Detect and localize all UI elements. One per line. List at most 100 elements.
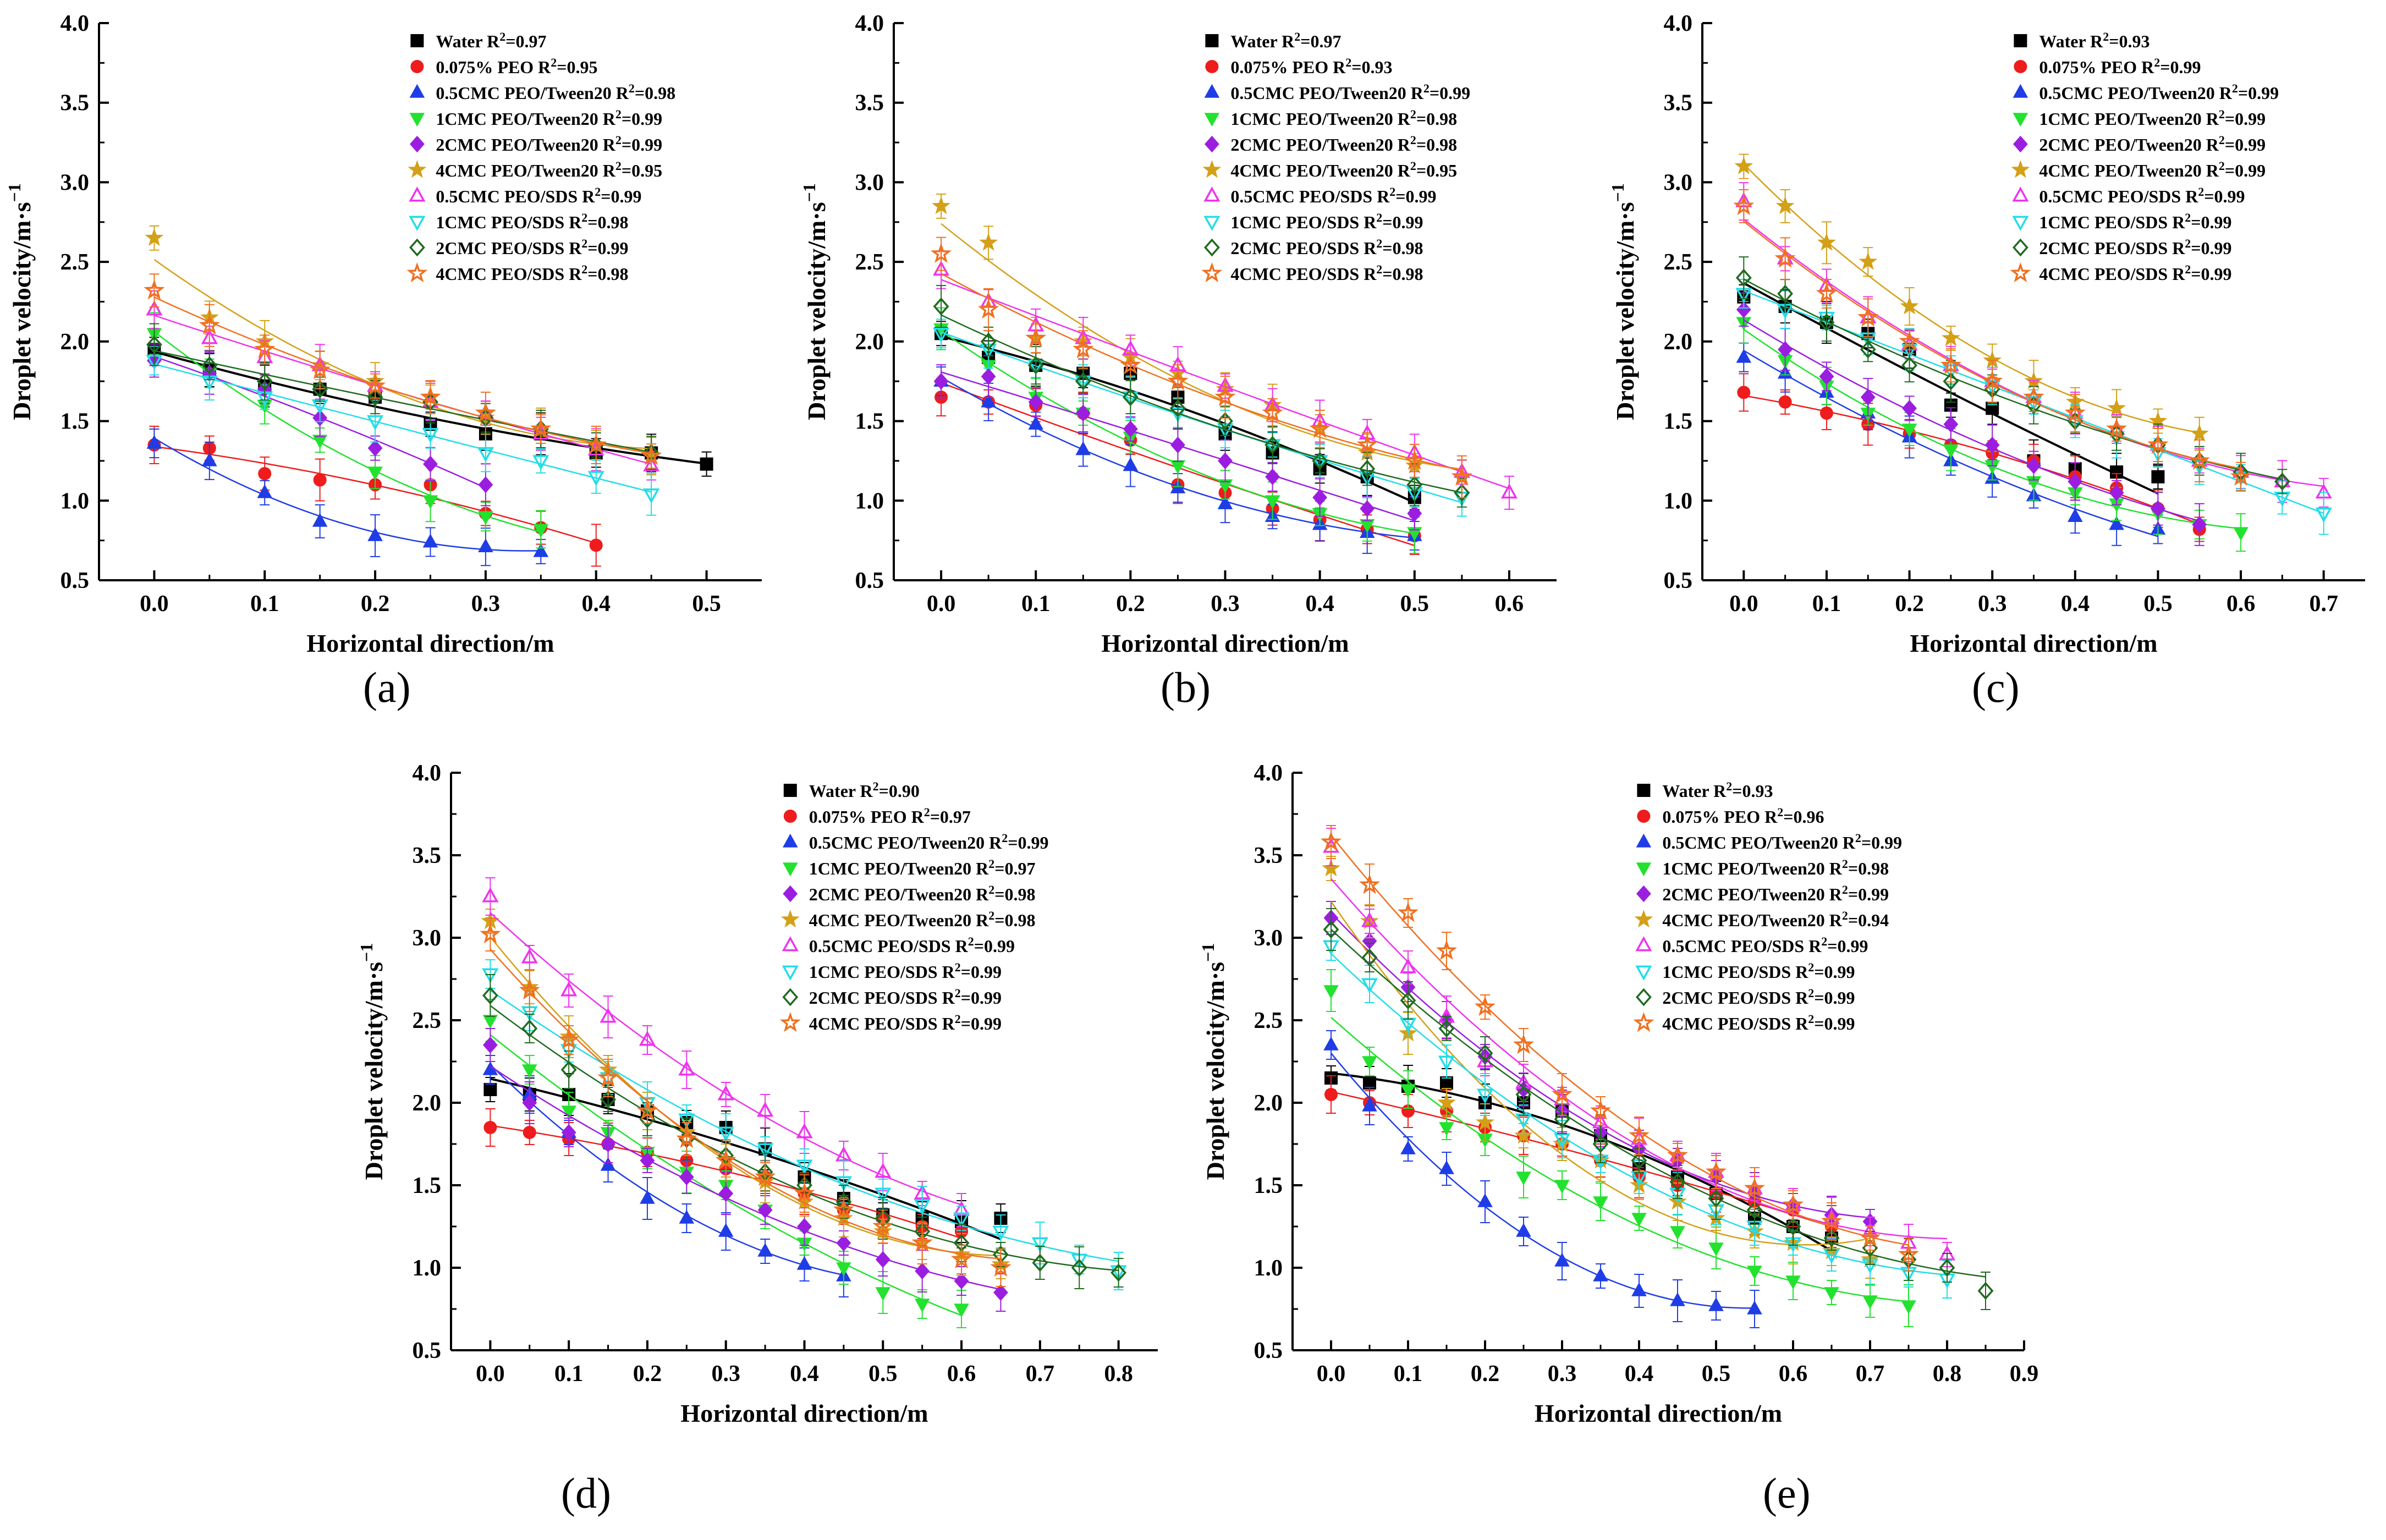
legend-entry: 0.5CMC PEO/Tween20 R2=0.99 (809, 831, 1049, 853)
legend-r2-sup: 2 (955, 1012, 961, 1026)
legend-entry: Water R2=0.93 (1662, 779, 1773, 801)
data-point (1736, 301, 1751, 318)
y-axis-title: Droplet velocity/m·s−1 (1198, 943, 1229, 1180)
y-tick-label: 1.0 (1664, 488, 1693, 514)
data-point (1592, 1135, 1609, 1153)
legend-series-name: 4CMC PEO/SDS R (1662, 1014, 1808, 1033)
data-point (914, 1199, 931, 1214)
legend-series-name: 2CMC PEO/Tween20 R (1662, 884, 1842, 904)
data-point (1170, 436, 1185, 454)
data-point (201, 356, 218, 375)
legend: Water R2=0.900.075% PEO R2=0.970.5CMC PE… (779, 779, 1049, 1033)
legend-marker (780, 910, 800, 928)
legend-entry: 1CMC PEO/SDS R2=0.99 (1230, 211, 1423, 232)
data-point (1516, 1172, 1531, 1186)
legend-r2-value: =0.97 (994, 859, 1035, 878)
data-point (1359, 874, 1380, 894)
legend-series-name: Water R (1662, 781, 1727, 801)
legend-entry: 2CMC PEO/Tween20 R2=0.99 (1662, 883, 1889, 904)
y-tick-label: 0.5 (1664, 568, 1693, 593)
legend-entry: 0.5CMC PEO/SDS R2=0.99 (1662, 934, 1868, 956)
data-point (1169, 399, 1186, 417)
x-tick-label: 0.5 (868, 1361, 898, 1387)
data-point (1400, 991, 1416, 1010)
data-point (1361, 948, 1378, 967)
legend-series-name: 1CMC PEO/Tween20 R (436, 109, 615, 129)
data-point (1943, 372, 1959, 391)
data-point (2109, 516, 2124, 530)
data-point (478, 476, 493, 493)
legend-entry: 2CMC PEO/Tween20 R2=0.98 (1230, 133, 1457, 155)
data-point (1323, 920, 1339, 939)
data-point (1860, 388, 1876, 406)
legend-r2-value: =0.98 (1416, 109, 1457, 129)
legend-marker (1634, 910, 1653, 928)
fit-line (490, 1064, 844, 1276)
legend-r2-sup: 2 (581, 237, 587, 250)
data-point (1778, 395, 1792, 409)
y-tick-label: 3.0 (61, 170, 90, 195)
data-point (993, 1284, 1008, 1301)
legend-r2-sup: 2 (924, 805, 930, 819)
data-point (914, 1299, 930, 1313)
data-point (1363, 1076, 1376, 1090)
y-tick-label: 2.0 (413, 1091, 442, 1116)
panel-label-b: (b) (1161, 663, 1211, 711)
data-point (1407, 505, 1422, 522)
legend-entry: 2CMC PEO/SDS R2=0.99 (2039, 237, 2231, 258)
data-point (587, 471, 604, 486)
legend-series-name: 0.075% PEO R (1662, 807, 1778, 827)
data-point (2192, 516, 2207, 533)
data-point (700, 457, 713, 471)
data-point (1032, 1253, 1048, 1272)
data-point (1436, 940, 1457, 960)
legend-marker (2011, 160, 2030, 178)
legend-r2-sup: 2 (1376, 262, 1382, 276)
legend-marker (1636, 885, 1651, 903)
data-point (875, 1163, 892, 1178)
data-point (1860, 340, 1876, 359)
data-point (1862, 1295, 1878, 1310)
data-point (933, 372, 949, 390)
data-point (1940, 354, 1961, 375)
legend-series-name: 4CMC PEO/SDS R (2039, 264, 2185, 284)
legend-r2-value: =0.98 (635, 83, 675, 103)
legend-series-name: 2CMC PEO/SDS R (436, 238, 582, 258)
data-point (1734, 156, 1753, 174)
data-point (1028, 416, 1044, 430)
data-point (1552, 1084, 1573, 1104)
legend-marker (1201, 262, 1223, 283)
data-point (1399, 958, 1417, 974)
legend-marker (1633, 1012, 1654, 1032)
x-tick-label: 0.3 (711, 1361, 740, 1387)
legend-series-name: 0.5CMC PEO/SDS R (1230, 186, 1390, 206)
data-point (1028, 393, 1043, 411)
legend-entry: 0.5CMC PEO/SDS R2=0.99 (809, 934, 1015, 956)
legend-series-name: Water R (436, 31, 500, 51)
data-point (530, 418, 552, 438)
legend-series-name: 4CMC PEO/Tween20 R (1662, 910, 1842, 930)
data-point (930, 243, 952, 263)
data-point (199, 314, 220, 335)
data-point (1746, 1201, 1763, 1219)
data-point (521, 948, 538, 964)
x-tick-label: 0.4 (2061, 591, 2090, 617)
series-9 (933, 285, 1470, 508)
x-tick-label: 0.2 (1471, 1361, 1500, 1387)
fit-line (941, 314, 1463, 493)
panel-label-d: (d) (561, 1469, 611, 1517)
data-point (477, 447, 494, 463)
data-point (641, 445, 662, 465)
legend-entry: Water R2=0.97 (436, 30, 546, 51)
legend-entry: 2CMC PEO/SDS R2=0.99 (436, 237, 628, 258)
data-point (1514, 1126, 1533, 1144)
data-point (1783, 1194, 1804, 1214)
legend-r2-sup: 2 (988, 857, 994, 871)
legend-marker (2013, 135, 2028, 153)
legend-entry: 1CMC PEO/Tween20 R2=0.98 (1230, 107, 1457, 129)
data-point (1747, 1300, 1762, 1314)
legend-r2-value: =0.99 (2191, 264, 2231, 284)
legend-r2-value: =0.98 (1382, 238, 1423, 258)
panel-label-e: (e) (1763, 1469, 1811, 1517)
